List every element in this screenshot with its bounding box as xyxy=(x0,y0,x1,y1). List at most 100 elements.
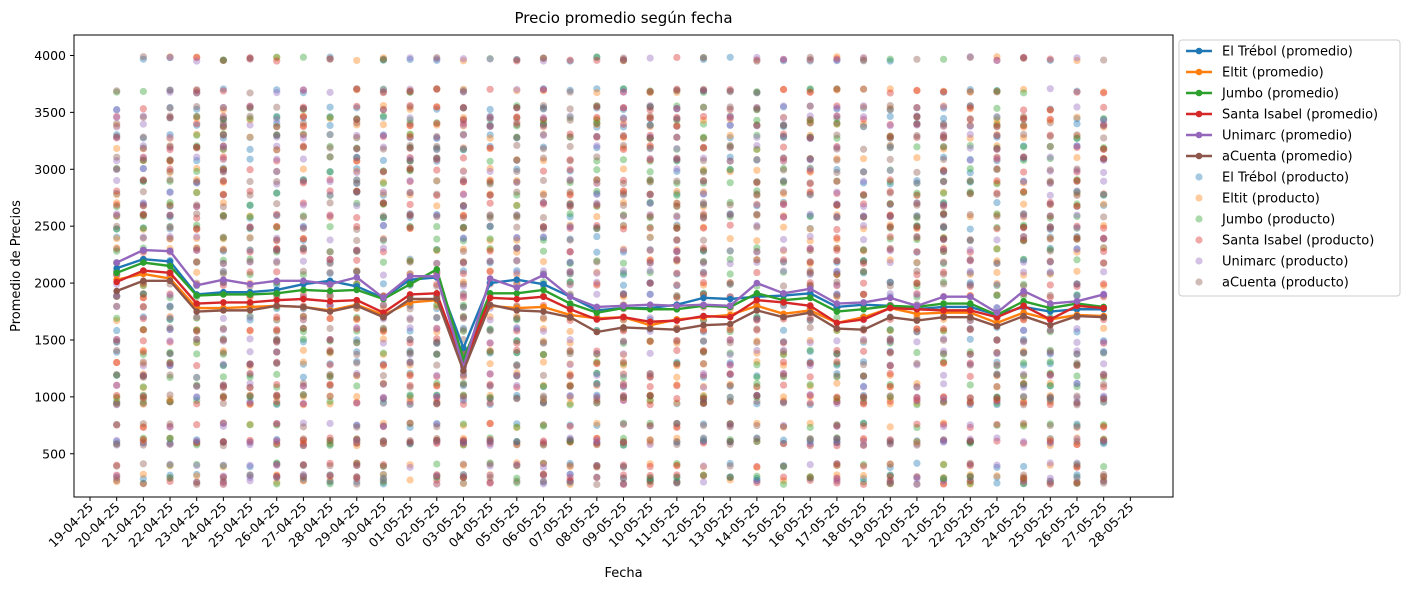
product-point xyxy=(646,121,654,129)
product-point xyxy=(1100,360,1108,368)
product-point xyxy=(459,259,468,267)
product-point xyxy=(139,156,147,164)
product-point xyxy=(379,395,388,403)
product-point xyxy=(1046,269,1054,277)
product-point xyxy=(166,360,174,368)
product-point xyxy=(673,199,681,207)
product-point xyxy=(859,460,868,469)
product-point xyxy=(513,188,521,196)
product-point xyxy=(1073,222,1081,230)
product-point xyxy=(353,421,361,429)
product-point xyxy=(353,85,361,93)
product-point xyxy=(273,268,281,276)
product-point xyxy=(646,462,654,471)
product-point xyxy=(753,142,761,150)
product-point xyxy=(113,348,121,356)
product-point xyxy=(619,131,628,140)
product-point xyxy=(753,201,761,209)
product-point xyxy=(673,104,681,112)
product-point xyxy=(353,115,361,123)
product-point xyxy=(459,292,468,300)
product-point xyxy=(566,463,574,471)
product-point xyxy=(806,225,814,233)
product-point xyxy=(299,236,308,244)
product-point xyxy=(513,267,521,275)
product-point xyxy=(913,179,921,187)
product-point xyxy=(593,103,601,111)
product-point xyxy=(113,421,121,429)
product-point xyxy=(939,222,948,230)
product-point xyxy=(966,104,974,112)
product-point xyxy=(593,278,601,286)
product-point xyxy=(513,316,521,324)
product-point xyxy=(593,371,601,379)
product-point xyxy=(566,392,574,400)
average-point xyxy=(1020,287,1027,295)
product-point xyxy=(886,89,894,97)
product-point xyxy=(459,245,468,253)
product-point xyxy=(806,267,814,275)
product-point xyxy=(166,168,174,177)
product-point xyxy=(566,210,574,218)
product-point xyxy=(273,437,281,446)
product-point xyxy=(966,255,974,264)
average-point xyxy=(540,303,547,311)
product-point xyxy=(859,422,868,430)
product-point xyxy=(619,116,628,124)
product-point xyxy=(379,234,388,243)
product-point xyxy=(966,189,974,197)
product-point xyxy=(193,188,201,196)
product-point xyxy=(1100,398,1108,406)
product-point xyxy=(273,474,281,482)
product-point xyxy=(113,421,121,429)
product-point xyxy=(646,102,654,110)
product-point xyxy=(219,246,227,254)
product-point xyxy=(966,130,974,138)
product-point xyxy=(326,337,334,345)
product-point xyxy=(646,422,654,430)
product-point xyxy=(619,187,628,195)
product-point xyxy=(139,224,147,232)
product-point xyxy=(886,463,894,472)
product-point xyxy=(486,180,494,188)
product-point xyxy=(993,463,1001,471)
product-point xyxy=(966,477,974,485)
product-point xyxy=(806,179,814,187)
product-point xyxy=(619,176,628,184)
product-point xyxy=(299,177,308,185)
product-point xyxy=(273,146,281,154)
product-point xyxy=(113,441,121,449)
product-point xyxy=(699,224,708,232)
product-point xyxy=(913,475,921,483)
average-point xyxy=(860,316,867,323)
product-point xyxy=(646,436,654,444)
product-point xyxy=(646,190,654,198)
product-point xyxy=(753,121,761,129)
y-axis-label: Promedio de Precios xyxy=(9,200,24,332)
product-point xyxy=(486,259,494,267)
product-point xyxy=(406,223,414,231)
product-point xyxy=(513,349,521,357)
average-point xyxy=(406,291,414,298)
product-point xyxy=(753,166,761,174)
product-point xyxy=(299,472,308,480)
product-point xyxy=(646,267,654,275)
average-point xyxy=(940,293,947,301)
product-point xyxy=(166,439,174,447)
product-point xyxy=(726,326,734,334)
product-point xyxy=(646,397,654,405)
product-point xyxy=(593,119,601,127)
product-point xyxy=(379,200,388,208)
product-point xyxy=(219,350,227,358)
x-axis-label: Fecha xyxy=(604,566,642,581)
product-point xyxy=(246,191,254,199)
product-point xyxy=(1073,142,1081,150)
product-point xyxy=(459,57,468,65)
average-point xyxy=(780,299,787,306)
product-point xyxy=(966,399,974,407)
product-point xyxy=(379,419,388,427)
product-point xyxy=(913,222,921,230)
product-point xyxy=(1046,438,1054,447)
product-point xyxy=(273,54,281,62)
product-point xyxy=(219,123,227,131)
